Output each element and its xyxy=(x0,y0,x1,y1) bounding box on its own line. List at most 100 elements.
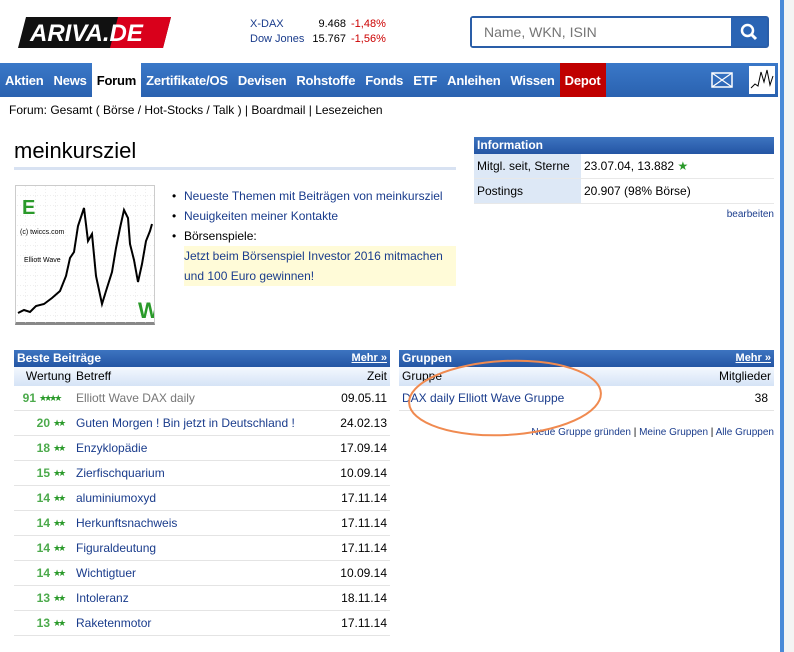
panel-title: Beste Beiträge xyxy=(17,351,102,365)
post-link[interactable]: Intoleranz xyxy=(76,591,129,605)
nav-etf[interactable]: ETF xyxy=(413,72,438,88)
stars-icon: ★★ xyxy=(53,468,66,478)
stars-icon: ★★ xyxy=(53,618,66,628)
crumb-boerse[interactable]: Börse xyxy=(103,103,135,117)
svg-text:W: W xyxy=(138,298,154,323)
star-icon: ★ xyxy=(677,159,689,173)
nav-aktien[interactable]: Aktien xyxy=(5,72,44,88)
info-key: Mitgl. seit, Sterne xyxy=(474,154,581,178)
list-item: Neueste Themen mit Beiträgen von meinkur… xyxy=(172,186,456,206)
group-link[interactable]: DAX daily Elliott Wave Gruppe xyxy=(402,391,565,405)
score: 14 xyxy=(36,491,50,505)
search-input[interactable] xyxy=(472,18,731,46)
crumb-sep: | xyxy=(305,103,316,117)
stars-icon: ★★ xyxy=(53,443,66,453)
column-header: Wertung Betreff Zeit xyxy=(14,367,390,386)
score: 14 xyxy=(36,516,50,530)
stars-icon: ★★ xyxy=(53,518,66,528)
score: 13 xyxy=(36,616,50,630)
nav-depot[interactable]: Depot xyxy=(559,63,606,97)
crumb-gesamt[interactable]: Gesamt xyxy=(50,103,93,117)
post-link[interactable]: Zierfischquarium xyxy=(76,466,165,480)
nav-devisen[interactable]: Devisen xyxy=(237,72,287,88)
information-header: Information xyxy=(474,137,774,154)
search-icon xyxy=(740,23,758,41)
post-link[interactable]: Raketenmotor xyxy=(76,616,152,630)
nav-wissen[interactable]: Wissen xyxy=(510,72,555,88)
group-members: 38 xyxy=(754,391,768,405)
annotation-ellipse xyxy=(408,359,602,437)
svg-text:E: E xyxy=(22,197,35,219)
ticker-change: -1,56% xyxy=(351,33,386,45)
sep: | xyxy=(708,427,716,438)
more-link[interactable]: Mehr » xyxy=(735,352,771,364)
title-divider xyxy=(14,167,456,170)
post-link[interactable]: Enzyklopädie xyxy=(76,441,148,455)
profile-avatar: E (c) twiccs.com Elliott Wave W xyxy=(15,185,159,325)
page-edge xyxy=(780,0,784,652)
score: 20 xyxy=(36,416,50,430)
search-box xyxy=(470,16,769,48)
link-neuigkeiten-kontakte[interactable]: Neuigkeiten meiner Kontakte xyxy=(184,209,339,223)
crumb-boardmail[interactable]: Boardmail xyxy=(251,103,306,117)
post-link[interactable]: aluminiumoxyd xyxy=(76,491,157,505)
crumb-lesezeichen[interactable]: Lesezeichen xyxy=(315,103,383,117)
crumb-talk[interactable]: Talk xyxy=(212,103,235,117)
user-avatar-icon[interactable] xyxy=(749,63,778,97)
post-date: 10.09.14 xyxy=(340,466,387,480)
score: 15 xyxy=(36,466,50,480)
post-link[interactable]: Herkunftsnachweis xyxy=(76,516,178,530)
boersenspiel-promo-link[interactable]: Jetzt beim Börsenspiel Investor 2016 mit… xyxy=(184,246,456,286)
nav-anleihen[interactable]: Anleihen xyxy=(447,72,501,88)
link-neueste-themen[interactable]: Neueste Themen mit Beiträgen von meinkur… xyxy=(184,189,443,203)
information-panel: Information Mitgl. seit, Sterne 23.07.04,… xyxy=(474,137,774,204)
crumb-sep: / xyxy=(203,103,213,117)
mail-icon[interactable] xyxy=(711,63,749,97)
table-row: 20 ★★ Guten Morgen ! Bin jetzt in Deutschl… xyxy=(14,411,390,436)
svg-text:ARIVA.DE: ARIVA.DE xyxy=(29,20,144,47)
ticker-value: 9.468 xyxy=(318,18,346,30)
info-value: 23.07.04, 13.882 ★ xyxy=(584,159,689,173)
post-date: 09.05.11 xyxy=(341,391,387,405)
col-mitglieder: Mitglieder xyxy=(718,369,771,383)
ticker-xdax[interactable]: X-DAX 9.468 -1,48% xyxy=(250,17,386,32)
stars-icon: ★★ xyxy=(53,593,66,603)
post-link[interactable]: Wichtigtuer xyxy=(76,566,137,580)
post-link[interactable]: Guten Morgen ! Bin jetzt in Deutschland … xyxy=(76,416,295,430)
info-row: Mitgl. seit, Sterne 23.07.04, 13.882 ★ xyxy=(474,154,774,179)
crumb-sep: ( xyxy=(92,103,104,117)
alle-gruppen-link[interactable]: Alle Gruppen xyxy=(715,427,774,438)
ticker-name[interactable]: X-DAX xyxy=(250,18,284,30)
column-header: Gruppe Mitglieder xyxy=(399,367,774,386)
score: 13 xyxy=(36,591,50,605)
col-gruppe: Gruppe xyxy=(402,369,443,383)
table-row: 13 ★★ Raketenmotor 17.11.14 xyxy=(14,611,390,636)
search-button[interactable] xyxy=(731,18,767,46)
col-betreff: Betreff xyxy=(76,369,112,383)
stars-icon: ★★ xyxy=(53,493,66,503)
ticker-dowjones[interactable]: Dow Jones 15.767 -1,56% xyxy=(250,32,386,47)
post-date: 17.11.14 xyxy=(341,491,387,505)
nav-news[interactable]: News xyxy=(53,72,87,88)
edit-link[interactable]: bearbeiten xyxy=(726,209,774,220)
meine-gruppen-link[interactable]: Meine Gruppen xyxy=(639,427,709,438)
info-row: Postings 20.907 (98% Börse) xyxy=(474,179,774,204)
table-row: DAX daily Elliott Wave Gruppe 38 xyxy=(399,386,774,411)
scrollbar[interactable] xyxy=(784,0,794,652)
table-row: 14 ★★ aluminiumoxyd 17.11.14 xyxy=(14,486,390,511)
post-date: 18.11.14 xyxy=(341,591,387,605)
post-link[interactable]: Figuraldeutung xyxy=(76,541,157,555)
post-link[interactable]: Elliott Wave DAX daily xyxy=(76,391,195,405)
more-link[interactable]: Mehr » xyxy=(351,352,387,364)
nav-zertifikate[interactable]: Zertifikate/OS xyxy=(146,72,228,88)
beste-beitraege-panel: Beste Beiträge Mehr » Wertung Betreff Zeit … xyxy=(14,350,390,636)
post-date: 24.02.13 xyxy=(340,416,387,430)
page-title: meinkursziel xyxy=(14,138,137,163)
nav-fonds[interactable]: Fonds xyxy=(365,72,404,88)
ticker-name[interactable]: Dow Jones xyxy=(250,33,305,45)
nav-forum[interactable]: Forum xyxy=(91,63,142,97)
crumb-hotstocks[interactable]: Hot-Stocks xyxy=(144,103,204,117)
nav-rohstoffe[interactable]: Rohstoffe xyxy=(296,72,356,88)
neue-gruppe-link[interactable]: Neue Gruppe gründen xyxy=(531,427,631,438)
ariva-logo[interactable]: ARIVA.DE xyxy=(18,17,171,48)
